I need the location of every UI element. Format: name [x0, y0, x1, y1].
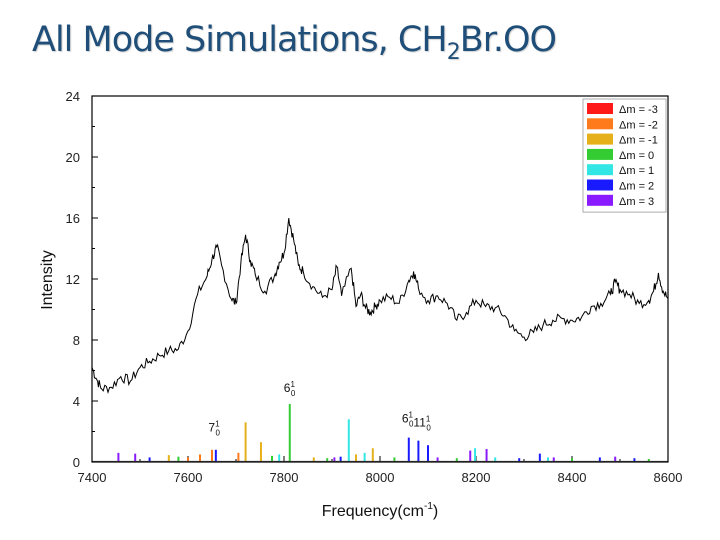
x-tick-label: 7400 — [78, 470, 107, 485]
title-main: All Mode Simulations, CH — [32, 20, 448, 60]
legend-label: Δm = -1 — [619, 135, 658, 147]
title-tail: Br.OO — [459, 20, 557, 60]
legend-swatch — [587, 118, 613, 130]
legend-label: Δm = 0 — [619, 150, 654, 162]
legend-label: Δm = -3 — [619, 104, 658, 116]
legend-swatch — [587, 148, 613, 160]
y-tick-label: 24 — [66, 89, 80, 104]
experimental-line-layer — [91, 217, 669, 395]
annotations-layer: 61 0 71 0 61 0111 0 — [208, 380, 431, 438]
x-tick-label: 7800 — [270, 470, 299, 485]
simulated-sticks-layer — [92, 404, 668, 462]
x-tick-label: 8400 — [558, 470, 587, 485]
x-tick-label: 7600 — [174, 470, 203, 485]
legend-label: Δm = 3 — [619, 196, 654, 208]
x-axis-title-sup: -1 — [424, 501, 433, 512]
y-tick-label: 0 — [73, 455, 80, 470]
legend-swatch — [587, 133, 613, 145]
legend-swatch — [587, 194, 613, 206]
legend-swatch — [587, 164, 613, 176]
x-axis-title: Frequency(cm-1) — [322, 501, 438, 520]
experimental-trace — [91, 217, 669, 395]
legend: Δm = -3 Δm = -2 Δm = -1 Δm = 0 Δm = 1 Δm = 2 Δ… — [582, 98, 667, 213]
slide-title: All Mode Simulations, CH2Br.OO — [32, 20, 557, 65]
plot-frame — [91, 95, 669, 463]
legend-label: Δm = 1 — [619, 165, 654, 177]
legend-label: Δm = -2 — [619, 119, 658, 131]
peak-annotation: 61 0 — [284, 380, 296, 398]
y-tick-label: 12 — [66, 272, 80, 287]
x-axis-title-close: ) — [433, 503, 438, 520]
y-tick-label: 16 — [66, 211, 80, 226]
chart-ticks-layer — [91, 95, 669, 463]
x-tick-label: 8000 — [366, 470, 395, 485]
x-tick-label: 8200 — [462, 470, 491, 485]
peak-annotation: 61 0111 0 — [402, 410, 432, 432]
peak-annotation: 71 0 — [208, 420, 220, 438]
legend-swatch — [587, 179, 613, 191]
y-axis-title: Intensity — [39, 250, 56, 310]
y-tick-label: 4 — [73, 394, 80, 409]
y-tick-label: 20 — [66, 150, 80, 165]
y-tick-label: 8 — [73, 333, 80, 348]
legend-swatch — [587, 103, 613, 114]
title-subscript: 2 — [446, 40, 461, 65]
tick-labels-layer: 7400 7600 7800 8000 8200 8400 8600 0 4 8 12 16 20 24 — [66, 89, 683, 485]
legend-label: Δm = 2 — [619, 181, 654, 193]
x-axis-title-main: Frequency(cm — [322, 503, 424, 520]
x-tick-label: 8600 — [654, 470, 683, 485]
